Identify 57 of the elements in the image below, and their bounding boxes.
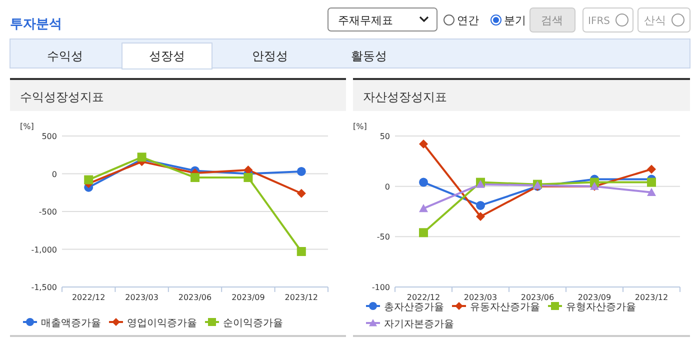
y-tick-label: -1,000	[31, 245, 57, 254]
chart-title: 수익성장성지표	[20, 90, 104, 104]
point	[419, 178, 428, 187]
y-tick-label: 500	[42, 132, 57, 141]
text: 검색	[541, 14, 563, 27]
text: IFRS	[588, 16, 610, 27]
point	[296, 166, 306, 176]
text: 분기	[504, 14, 526, 27]
point	[476, 212, 485, 222]
x-tick-label: 2022/12	[72, 293, 106, 302]
y-tick-label: -1,500	[31, 283, 57, 292]
legend-label: 유동자산증가율	[470, 302, 540, 313]
point	[419, 228, 428, 238]
y-tick-label: -500	[38, 208, 57, 216]
text: 주재무제표	[338, 14, 393, 27]
y-tick-label: 0	[384, 182, 390, 192]
x-tick-label: 2023/03	[125, 293, 158, 302]
x-tick-label: 2023/06	[178, 293, 212, 302]
text: 산식	[644, 14, 666, 27]
x-tick-label: 2023/06	[520, 293, 554, 302]
y-axis-title: [%]	[353, 122, 367, 131]
legend-label: 유형자산증가율	[566, 302, 636, 313]
x-tick-label: 2022/12	[406, 293, 440, 302]
point	[647, 188, 656, 196]
text: 연간	[457, 14, 479, 27]
point	[244, 173, 253, 182]
x-tick-label: 2023/09	[578, 293, 612, 302]
x-tick-label: 2023/09	[232, 293, 265, 302]
text: 안정성	[252, 49, 288, 63]
legend-label: 영업이익증가율	[127, 318, 197, 329]
y-tick-label: 50	[380, 132, 390, 141]
x-tick-label: 2023/12	[634, 293, 668, 302]
point	[244, 165, 253, 174]
x-tick-label: 2023/12	[284, 293, 318, 302]
text: 성장성	[149, 49, 185, 63]
point	[296, 247, 306, 256]
y-tick-label: 0	[52, 170, 57, 179]
x-tick-label: 2023/03	[464, 293, 498, 302]
text: 활동성	[351, 49, 387, 63]
legend-label: 자기자본증가율	[384, 319, 454, 330]
point	[190, 173, 200, 182]
legend-label: 순이익증가율	[223, 318, 283, 329]
point	[296, 188, 306, 198]
chart-title: 자산성장성지표	[363, 90, 447, 104]
text: 수익성	[47, 49, 83, 63]
text: 투자분석	[10, 17, 62, 32]
y-tick-label: -100	[372, 283, 390, 292]
point	[419, 204, 428, 212]
point	[419, 140, 428, 149]
point	[647, 164, 656, 174]
y-tick-label: -50	[376, 232, 390, 242]
legend-label: 총자산증가율	[384, 302, 444, 313]
point	[84, 175, 94, 184]
point	[647, 178, 656, 187]
y-axis-title: [%]	[20, 122, 34, 131]
point	[476, 200, 485, 210]
legend-label: 매출액증가율	[41, 318, 101, 329]
